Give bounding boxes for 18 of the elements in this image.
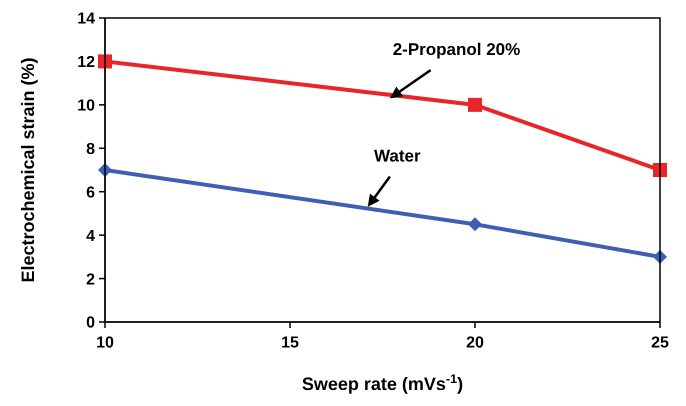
y-tick-label: 10 (77, 98, 96, 115)
x-axis-title: Sweep rate (mVs$^{-1}$) (302, 372, 464, 394)
y-tick-label: 12 (77, 54, 96, 72)
x-tick-label: 25 (651, 334, 669, 352)
y-tick-label: 2 (86, 271, 96, 288)
y-tick-label: 0 (86, 314, 96, 332)
x-tick-label: 15 (281, 334, 299, 352)
point (468, 217, 482, 232)
text: Water (374, 146, 421, 166)
y-axis-title: Electrochemical strain (%) (18, 57, 38, 283)
point (98, 54, 112, 68)
point (468, 98, 482, 112)
x-tick-label: 20 (466, 334, 484, 352)
y-tick-label: 14 (77, 10, 96, 28)
y-tick-label: 4 (86, 228, 96, 245)
text: 2-Propanol 20% (392, 40, 520, 59)
y-tick-label: 6 (86, 184, 96, 202)
y-tick-label: 8 (86, 140, 96, 158)
